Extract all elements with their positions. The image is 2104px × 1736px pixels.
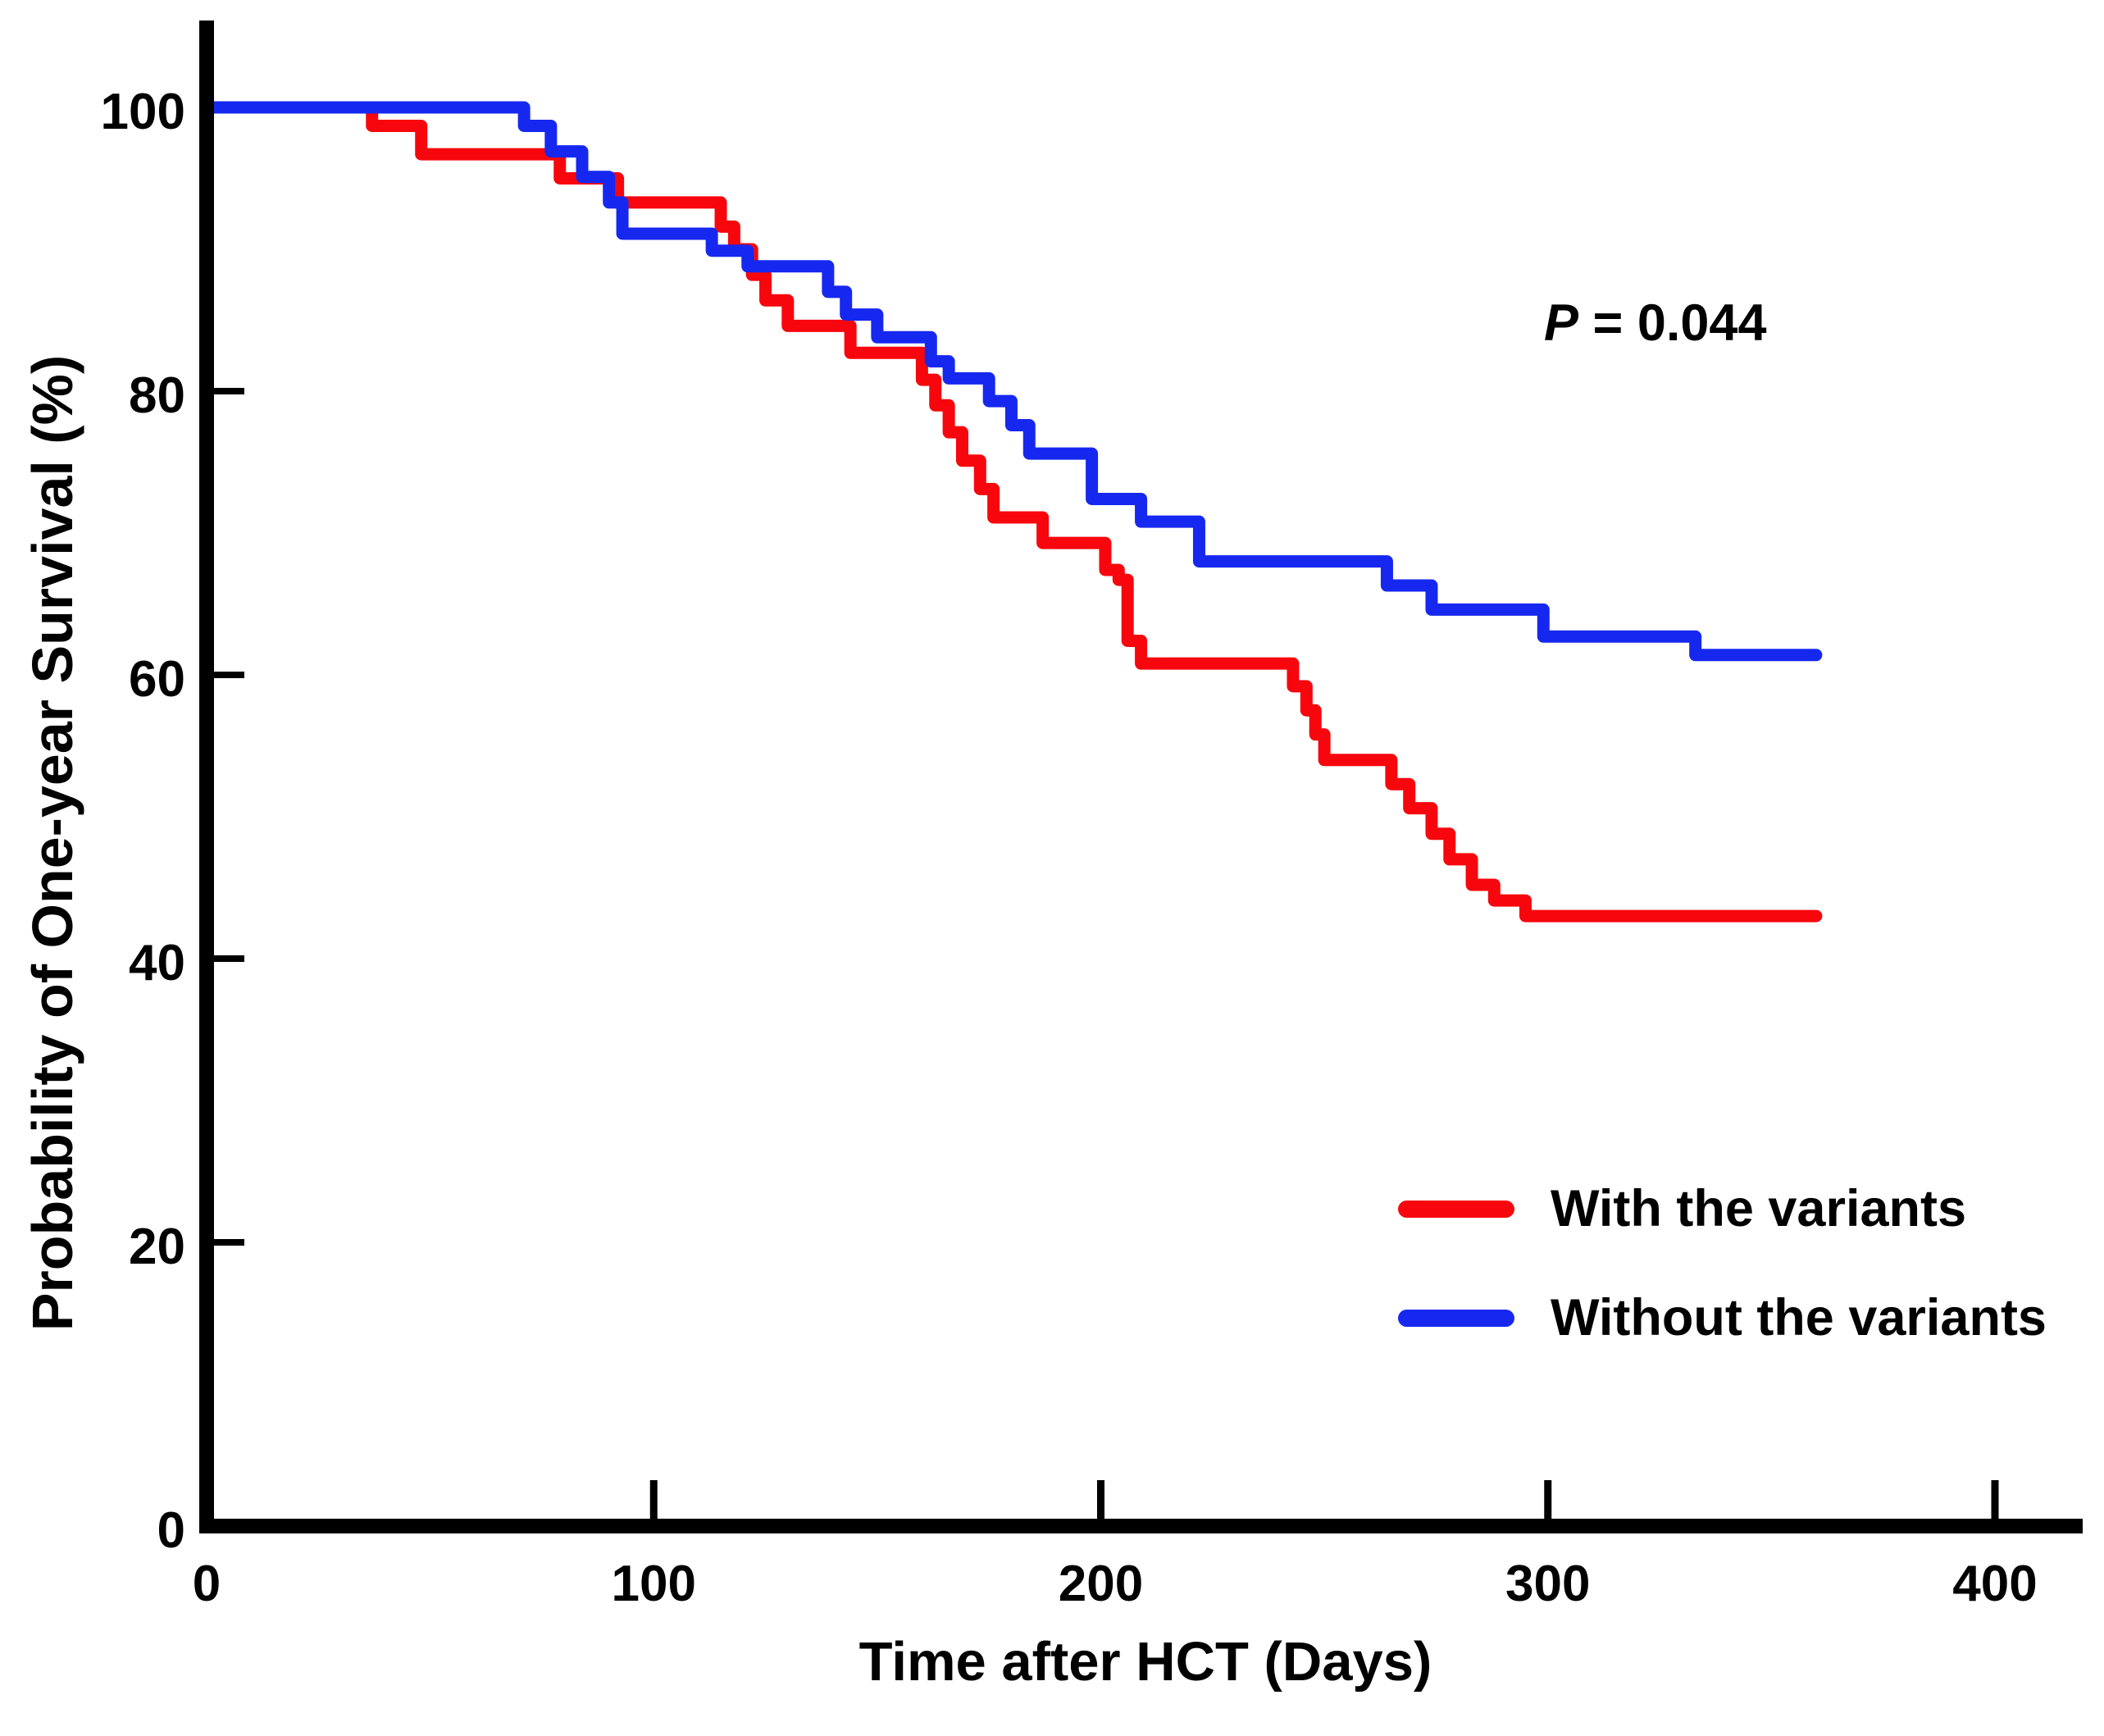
x-tick-label: 300 xyxy=(1505,1556,1590,1612)
y-tick-label: 0 xyxy=(157,1502,185,1559)
y-tick-label: 20 xyxy=(129,1219,185,1275)
legend-swatch-with-variants xyxy=(1398,1201,1514,1218)
p-value-text: = 0.044 xyxy=(1578,294,1767,352)
x-tick-label: 200 xyxy=(1059,1556,1143,1612)
curve-without-the-variants xyxy=(200,101,1823,662)
legend-swatch-without-variants xyxy=(1398,1310,1514,1327)
p-value-annotation: P = 0.044 xyxy=(1544,294,1766,353)
p-symbol: P xyxy=(1544,294,1579,352)
y-tick-label: 60 xyxy=(129,651,185,708)
y-tick-label: 80 xyxy=(129,367,185,424)
y-tick-label: 40 xyxy=(129,935,185,991)
curve-with-the-variants xyxy=(200,101,1823,923)
legend: With the variants Without the variants xyxy=(1398,1181,2047,1346)
x-axis-title: Time after HCT (Days) xyxy=(858,1631,1432,1693)
legend-label-with-variants: With the variants xyxy=(1551,1180,1967,1237)
x-tick-label: 400 xyxy=(1952,1556,2037,1612)
legend-item-without-variants: Without the variants xyxy=(1398,1290,2047,1346)
x-tick-label: 100 xyxy=(612,1556,696,1612)
y-tick-label: 100 xyxy=(101,84,185,140)
y-axis-title: Probability of One-year Survival (%) xyxy=(20,354,84,1332)
x-tick-label: 0 xyxy=(193,1556,221,1612)
legend-item-with-variants: With the variants xyxy=(1398,1181,2047,1237)
legend-label-without-variants: Without the variants xyxy=(1551,1289,2047,1346)
